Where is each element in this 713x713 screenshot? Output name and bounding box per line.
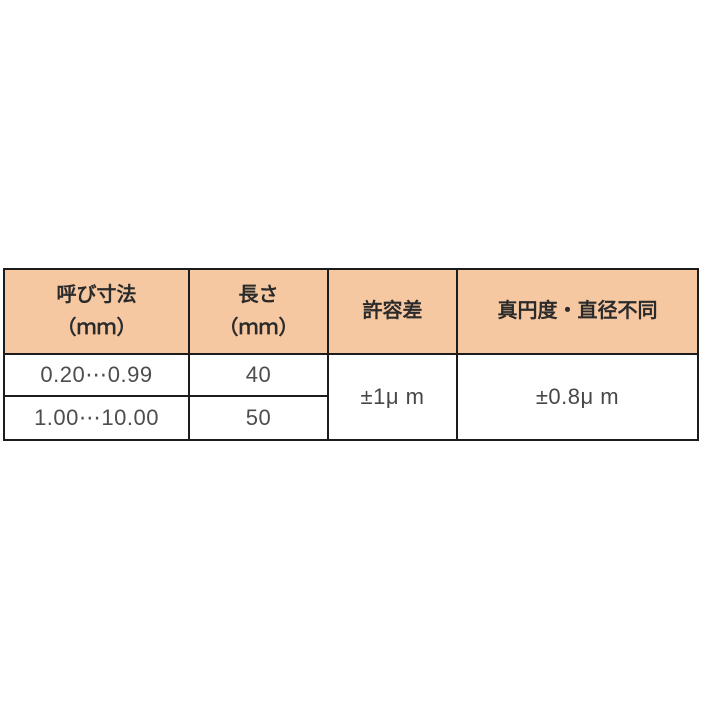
header-roundness-label: 真円度・直径不同 [497, 300, 658, 322]
spec-table-header: 呼び寸法 （ｍｍ） 長さ （ｍｍ） 許容差 真円度・直径不同 [3, 268, 699, 355]
header-tolerance-label: 許容差 [362, 300, 423, 322]
cell-roundness: ±0.8μ m [456, 353, 699, 441]
header-length-unit: （ｍｍ） [218, 316, 299, 339]
table-row: 1.00⋯10.00 50 [3, 395, 698, 441]
header-roundness: 真円度・直径不同 [456, 268, 699, 355]
table-row: 0.20⋯0.99 40 ±1μ m ±0.8μ m [3, 353, 699, 441]
spec-table-body: 0.20⋯0.99 40 ±1μ m ±0.8μ m 1.00⋯10.00 50 [3, 353, 699, 441]
header-length: 長さ （ｍｍ） [188, 268, 329, 355]
cell-nominal-size-1: 0.20⋯0.99 [3, 353, 190, 397]
header-length-label: 長さ [238, 283, 279, 306]
cell-tolerance: ±1μ m [327, 353, 458, 441]
spec-table: 呼び寸法 （ｍｍ） 長さ （ｍｍ） 許容差 真円度・直径不同 0.20⋯0.99… [3, 268, 699, 441]
header-row: 呼び寸法 （ｍｍ） 長さ （ｍｍ） 許容差 真円度・直径不同 [3, 268, 699, 355]
header-nominal-size-label: 呼び寸法 [56, 283, 137, 306]
cell-length-1: 40 [188, 353, 329, 397]
cell-nominal-size-2: 1.00⋯10.00 [3, 395, 190, 441]
header-nominal-size-unit: （ｍｍ） [56, 316, 137, 339]
header-nominal-size: 呼び寸法 （ｍｍ） [3, 268, 190, 355]
cell-length-2: 50 [188, 395, 329, 441]
header-tolerance: 許容差 [327, 268, 458, 355]
